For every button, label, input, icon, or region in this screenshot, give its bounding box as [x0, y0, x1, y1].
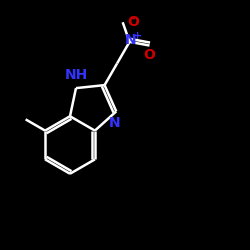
- Text: N: N: [125, 33, 137, 47]
- Text: O: O: [144, 48, 156, 62]
- Text: NH: NH: [64, 68, 88, 82]
- Text: O: O: [127, 15, 139, 29]
- Text: -: -: [131, 14, 136, 24]
- Text: +: +: [132, 30, 142, 40]
- Text: N: N: [109, 116, 121, 130]
